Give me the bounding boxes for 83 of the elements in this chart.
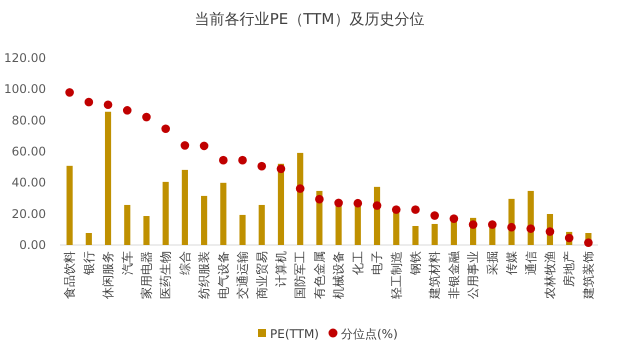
point — [296, 184, 304, 193]
bar — [336, 205, 342, 245]
point — [257, 162, 266, 170]
point — [315, 194, 324, 204]
point — [392, 205, 401, 214]
point — [65, 88, 74, 97]
x-tick-label: 汽车 — [120, 251, 134, 275]
point — [526, 224, 536, 233]
chart-title: 当前各行业PE（TTM）及历史分位 — [194, 10, 424, 28]
bar — [432, 224, 438, 245]
x-tick-label: 有色金属 — [312, 251, 326, 299]
x-tick-label: 采掘 — [485, 251, 500, 275]
bar — [86, 233, 92, 245]
x-tick-label: 国防军工 — [293, 251, 308, 299]
x-tick-label: 食品饮料 — [62, 251, 77, 299]
x-tick-label: 轻工制造 — [389, 251, 404, 299]
bar — [354, 205, 361, 245]
x-tick-label: 电气设备 — [216, 251, 230, 299]
x-tick-label: 房地产 — [562, 251, 576, 287]
point — [276, 164, 286, 174]
x-tick-label: 建筑材料 — [428, 251, 442, 300]
point — [450, 214, 458, 223]
point — [546, 227, 554, 236]
y-tick-label: 80.00 — [12, 113, 46, 128]
point — [219, 156, 228, 165]
point — [122, 106, 132, 115]
legend-label: 分位点(%) — [340, 327, 398, 341]
x-tick-label: 计算机 — [274, 251, 288, 287]
y-tick-label: 60.00 — [12, 144, 46, 158]
bar — [412, 226, 419, 245]
point — [354, 198, 362, 208]
x-tick-label: 综合 — [178, 251, 192, 275]
y-tick-label: 0.00 — [19, 238, 46, 252]
point — [564, 234, 574, 242]
bar — [104, 112, 112, 245]
bar — [182, 170, 188, 245]
point — [468, 220, 478, 229]
bar — [143, 216, 150, 245]
x-tick-label: 机械设备 — [332, 251, 346, 299]
x-tick-label: 钢铁 — [408, 251, 422, 276]
point — [430, 211, 439, 220]
bar — [66, 166, 73, 245]
bar — [258, 204, 265, 245]
point — [334, 198, 343, 208]
x-tick-label: 家用电器 — [139, 251, 154, 299]
point — [200, 142, 208, 150]
x-tick-label: 公用事业 — [466, 251, 480, 299]
x-tick-label: 电子 — [370, 251, 384, 275]
x-tick-label: 医药生物 — [158, 251, 173, 299]
point — [161, 124, 170, 134]
x-tick-label: 银行 — [82, 251, 96, 276]
y-tick-label: 100.00 — [4, 82, 46, 96]
bar — [201, 196, 208, 245]
bar — [124, 204, 130, 245]
point — [488, 220, 497, 229]
point — [507, 222, 516, 232]
x-tick-label: 通信 — [524, 251, 538, 275]
y-tick-label: 20.00 — [12, 206, 46, 221]
x-tick-label: 纺织服装 — [197, 251, 212, 299]
bar — [393, 212, 400, 245]
y-tick-label: 40.00 — [12, 176, 46, 190]
bar — [297, 152, 304, 245]
point — [142, 112, 151, 122]
y-tick-label: 120.00 — [4, 51, 46, 65]
x-tick-label: 农林牧渔 — [542, 251, 557, 299]
point — [372, 201, 382, 210]
x-tick-label: 交通运输 — [236, 251, 250, 299]
x-tick-label: 化工 — [350, 251, 365, 275]
x-tick-label: 非银金融 — [446, 251, 461, 299]
x-tick-label: 商业贸易 — [254, 251, 269, 299]
point — [84, 98, 94, 106]
x-tick-label: 休闲服务 — [101, 251, 116, 299]
x-tick-label: 建筑装饰 — [581, 251, 596, 300]
point — [411, 205, 420, 214]
bar — [220, 182, 226, 245]
x-tick-label: 传媒 — [504, 251, 519, 275]
point — [584, 238, 593, 247]
point — [104, 100, 112, 110]
bar — [162, 182, 169, 245]
legend-label: PE(TTM) — [270, 327, 319, 341]
point — [238, 156, 247, 165]
point — [180, 141, 190, 150]
bar — [239, 214, 246, 245]
